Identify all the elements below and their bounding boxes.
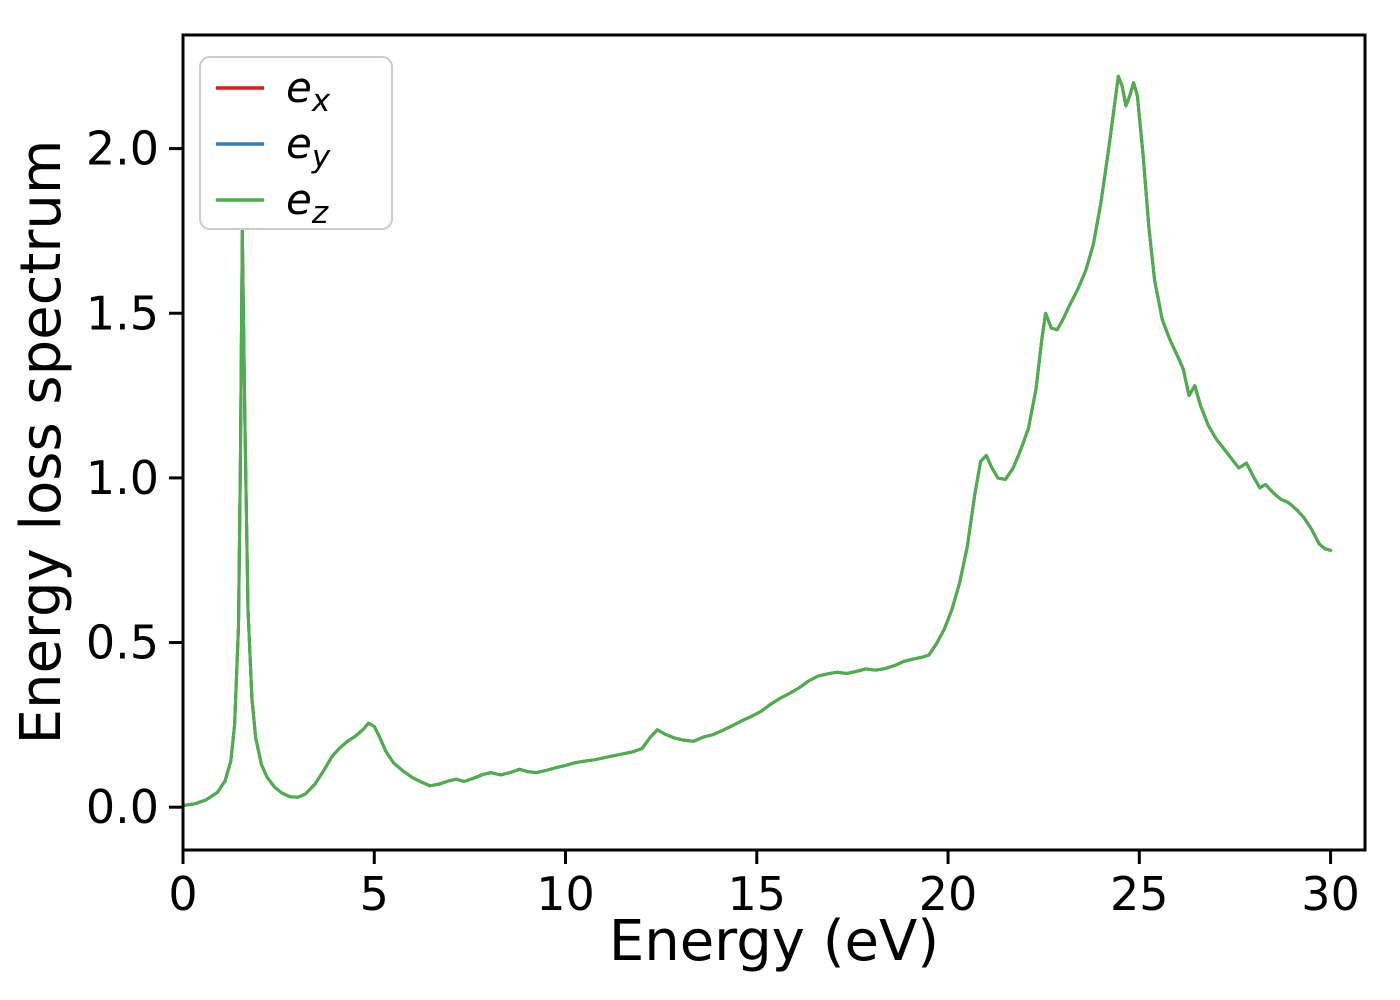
axes-frame [181,33,1367,852]
x-tick-label: 15 [728,867,787,921]
x-axis-label: Energy (eV) [609,909,939,974]
ticks-layer: 0 5 10 15 20 25 30 0.0 0.5 1.0 1.5 2.0 [86,122,1360,921]
x-tick-label: 20 [919,867,978,921]
x-tick-label: 25 [1110,867,1169,921]
legend-box [199,56,393,230]
x-tick-label: 10 [536,867,595,921]
y-tick-label: 0.5 [86,616,159,670]
y-tick-label: 1.5 [86,286,159,340]
x-tick-label: 30 [1301,867,1360,921]
y-tick-label: 1.0 [86,451,159,505]
legend-label-e_y: ey [286,119,331,175]
y-tick-label: 2.0 [86,122,159,176]
y-tick-label: 0.0 [86,780,159,834]
x-tick-label: 0 [168,867,197,921]
y-axis-label: Energy loss spectrum [9,140,74,745]
series-line-e_z [181,74,1333,807]
x-tick-label: 5 [360,867,389,921]
series-layer [181,74,1333,807]
